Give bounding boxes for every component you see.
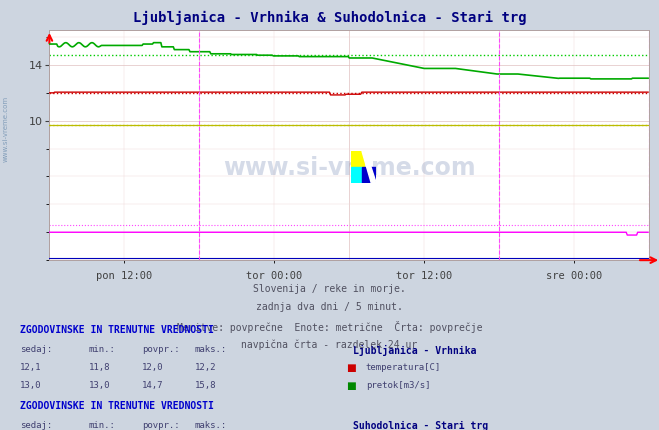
Text: temperatura[C]: temperatura[C]	[366, 363, 441, 372]
Text: tor 12:00: tor 12:00	[396, 271, 452, 281]
Text: 12,2: 12,2	[194, 363, 216, 372]
Text: ■: ■	[346, 381, 356, 391]
Text: 14,7: 14,7	[142, 381, 163, 390]
Text: ZGODOVINSKE IN TRENUTNE VREDNOSTI: ZGODOVINSKE IN TRENUTNE VREDNOSTI	[20, 401, 214, 411]
Text: Suhodolnica - Stari trg: Suhodolnica - Stari trg	[353, 421, 488, 430]
Text: min.:: min.:	[89, 345, 116, 354]
Text: ■: ■	[346, 363, 356, 373]
Bar	[351, 151, 364, 167]
Text: Meritve: povprečne  Enote: metrične  Črta: povprečje: Meritve: povprečne Enote: metrične Črta:…	[177, 321, 482, 333]
Text: pretok[m3/s]: pretok[m3/s]	[366, 381, 430, 390]
Text: navpična črta - razdelek 24 ur: navpična črta - razdelek 24 ur	[241, 339, 418, 350]
Text: ZGODOVINSKE IN TRENUTNE VREDNOSTI: ZGODOVINSKE IN TRENUTNE VREDNOSTI	[20, 325, 214, 335]
Text: 13,0: 13,0	[20, 381, 42, 390]
Bar	[362, 167, 376, 184]
Text: zadnja dva dni / 5 minut.: zadnja dva dni / 5 minut.	[256, 302, 403, 312]
Text: Slovenija / reke in morje.: Slovenija / reke in morje.	[253, 284, 406, 294]
Text: Ljubljanica - Vrhnika: Ljubljanica - Vrhnika	[353, 345, 476, 356]
Text: sedaj:: sedaj:	[20, 421, 52, 430]
Bar	[351, 167, 362, 184]
Text: maks.:: maks.:	[194, 345, 227, 354]
Text: 15,8: 15,8	[194, 381, 216, 390]
Text: www.si-vreme.com: www.si-vreme.com	[223, 156, 476, 180]
Text: tor 00:00: tor 00:00	[246, 271, 302, 281]
Text: 13,0: 13,0	[89, 381, 111, 390]
Text: pon 12:00: pon 12:00	[96, 271, 152, 281]
Text: povpr.:: povpr.:	[142, 345, 179, 354]
Text: www.si-vreme.com: www.si-vreme.com	[2, 96, 9, 162]
Text: Ljubljanica - Vrhnika & Suhodolnica - Stari trg: Ljubljanica - Vrhnika & Suhodolnica - St…	[132, 11, 527, 25]
Text: min.:: min.:	[89, 421, 116, 430]
Text: maks.:: maks.:	[194, 421, 227, 430]
Polygon shape	[362, 151, 376, 184]
Text: sedaj:: sedaj:	[20, 345, 52, 354]
Text: povpr.:: povpr.:	[142, 421, 179, 430]
Text: 12,0: 12,0	[142, 363, 163, 372]
Text: 11,8: 11,8	[89, 363, 111, 372]
Text: sre 00:00: sre 00:00	[546, 271, 602, 281]
Text: 12,1: 12,1	[20, 363, 42, 372]
